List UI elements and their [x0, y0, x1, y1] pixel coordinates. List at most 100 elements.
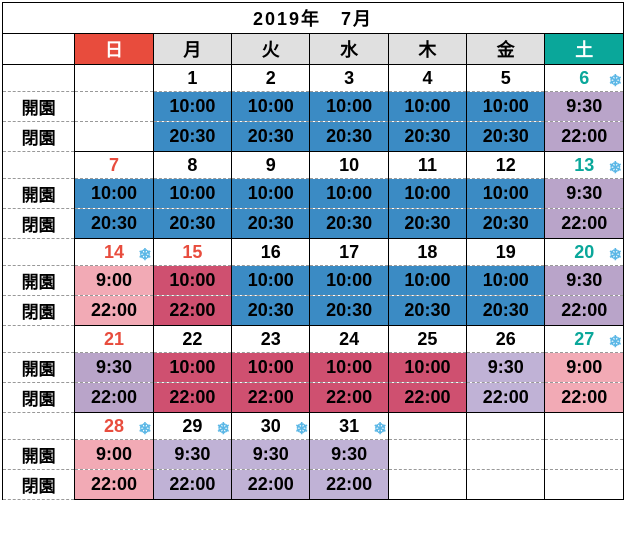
date-cell: 4: [388, 65, 466, 92]
date-cell: 24: [310, 326, 388, 353]
open-time-cell: 10:00: [153, 179, 231, 209]
date-cell: 13❄: [545, 152, 624, 179]
open-time-cell: 10:00: [388, 353, 466, 383]
snowflake-icon: ❄: [217, 422, 230, 438]
dow-3: 火: [232, 34, 310, 65]
close-time-cell: 22:00: [388, 383, 466, 413]
open-time-cell: 10:00: [153, 266, 231, 296]
open-time-cell: 10:00: [232, 353, 310, 383]
row-label-open: 開園: [3, 266, 75, 296]
date-cell: 21: [75, 326, 153, 353]
date-cell: 1: [153, 65, 231, 92]
date-cell: 22: [153, 326, 231, 353]
close-time-cell: 22:00: [75, 296, 153, 326]
date-number: 5: [501, 68, 511, 88]
close-time-cell: 22:00: [467, 383, 545, 413]
open-time-cell: 10:00: [388, 179, 466, 209]
snowflake-icon: ❄: [295, 422, 308, 438]
row-label-blank: [3, 239, 75, 266]
open-time-cell: [467, 440, 545, 470]
snowflake-icon: ❄: [609, 335, 622, 351]
open-time-cell: 9:30: [467, 353, 545, 383]
snowflake-icon: ❄: [138, 248, 151, 264]
close-time-cell: 20:30: [310, 122, 388, 152]
date-cell: 3: [310, 65, 388, 92]
row-label-blank: [3, 326, 75, 353]
open-time-cell: 9:30: [545, 266, 624, 296]
date-number: 4: [422, 68, 432, 88]
date-number: 17: [339, 242, 359, 262]
open-time-cell: 10:00: [232, 266, 310, 296]
date-number: 8: [187, 155, 197, 175]
date-cell: [467, 413, 545, 440]
date-number: 29: [182, 416, 202, 436]
date-cell: [388, 413, 466, 440]
dow-7: 土: [545, 34, 624, 65]
date-cell: 14❄: [75, 239, 153, 266]
date-number: 10: [339, 155, 359, 175]
date-cell: 18: [388, 239, 466, 266]
open-time-cell: 10:00: [310, 266, 388, 296]
dow-4: 水: [310, 34, 388, 65]
open-time-cell: [388, 440, 466, 470]
open-time-cell: 9:30: [153, 440, 231, 470]
close-time-cell: 22:00: [545, 122, 624, 152]
close-time-cell: 22:00: [232, 470, 310, 500]
close-time-cell: 20:30: [153, 122, 231, 152]
open-time-cell: 9:30: [75, 353, 153, 383]
close-time-cell: 22:00: [310, 470, 388, 500]
date-cell: 20❄: [545, 239, 624, 266]
date-number: 23: [261, 329, 281, 349]
dow-2: 月: [153, 34, 231, 65]
open-time-cell: 10:00: [75, 179, 153, 209]
date-cell: 30 ❄: [232, 413, 310, 440]
date-number: 9: [266, 155, 276, 175]
close-time-cell: 22:00: [75, 383, 153, 413]
snowflake-icon: ❄: [373, 422, 386, 438]
open-time-cell: 9:30: [545, 92, 624, 122]
date-number: 18: [417, 242, 437, 262]
row-label-open: 開園: [3, 440, 75, 470]
close-time-cell: 22:00: [153, 470, 231, 500]
row-label-open: 開園: [3, 179, 75, 209]
open-time-cell: 9:30: [310, 440, 388, 470]
open-time-cell: 10:00: [153, 353, 231, 383]
open-time-cell: 9:00: [75, 266, 153, 296]
date-number: 25: [417, 329, 437, 349]
snowflake-icon: ❄: [138, 422, 151, 438]
date-cell: 17: [310, 239, 388, 266]
date-cell: 28❄: [75, 413, 153, 440]
date-number: 30: [261, 416, 281, 436]
close-time-cell: 20:30: [310, 209, 388, 239]
close-time-cell: 20:30: [467, 209, 545, 239]
date-number: 1: [187, 68, 197, 88]
date-number: 22: [182, 329, 202, 349]
row-label-open: 開園: [3, 92, 75, 122]
date-number: 27: [574, 329, 594, 349]
date-number: 2: [266, 68, 276, 88]
date-number: 19: [496, 242, 516, 262]
close-time-cell: 20:30: [467, 122, 545, 152]
close-time-cell: 22:00: [545, 296, 624, 326]
date-cell: 2: [232, 65, 310, 92]
close-time-cell: 22:00: [310, 383, 388, 413]
date-number: 16: [261, 242, 281, 262]
date-cell: 25: [388, 326, 466, 353]
dow-6: 金: [467, 34, 545, 65]
open-time-cell: 10:00: [388, 92, 466, 122]
close-time-cell: 20:30: [388, 296, 466, 326]
close-time-cell: 20:30: [232, 296, 310, 326]
open-time-cell: [545, 440, 624, 470]
date-cell: 23: [232, 326, 310, 353]
date-number: 20: [574, 242, 594, 262]
date-number: 3: [344, 68, 354, 88]
close-time-cell: [388, 470, 466, 500]
date-cell: 16: [232, 239, 310, 266]
date-number: 13: [574, 155, 594, 175]
open-time-cell: 10:00: [388, 266, 466, 296]
date-cell: 31❄: [310, 413, 388, 440]
open-time-cell: 9:30: [232, 440, 310, 470]
date-number: 11: [418, 155, 437, 175]
open-time-cell: 10:00: [232, 92, 310, 122]
date-number: 21: [104, 329, 124, 349]
